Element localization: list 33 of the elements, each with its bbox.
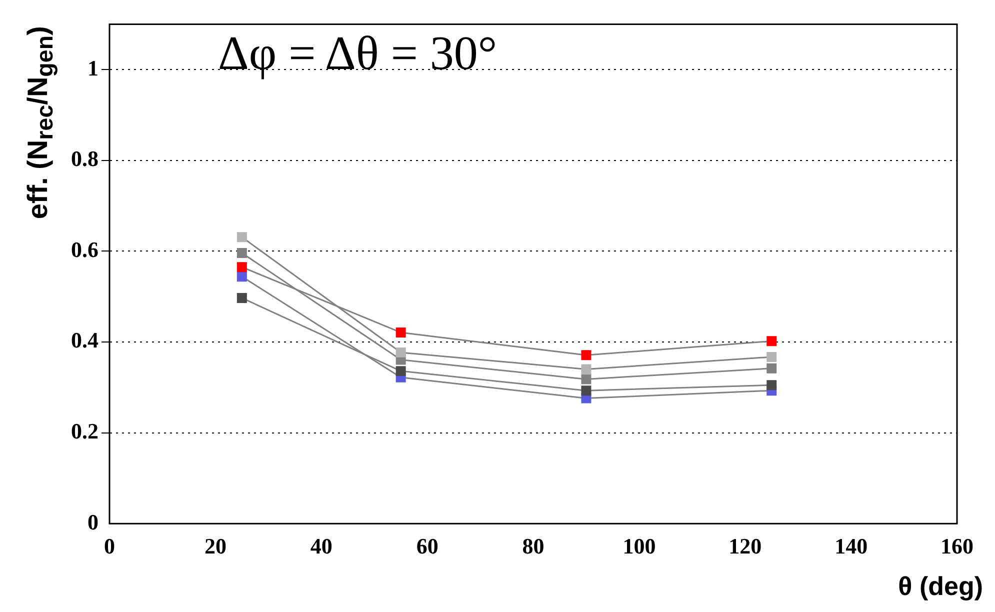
point bbox=[766, 352, 777, 362]
x-tick-label: 40 bbox=[310, 533, 332, 558]
point bbox=[766, 363, 777, 374]
point bbox=[396, 366, 406, 376]
point bbox=[236, 262, 247, 272]
point bbox=[236, 248, 247, 258]
point bbox=[236, 272, 247, 282]
x-tick-label: 80 bbox=[522, 533, 544, 558]
point bbox=[236, 292, 247, 303]
x-axis-title: θ (deg) bbox=[898, 571, 983, 602]
point bbox=[581, 386, 592, 396]
point bbox=[396, 327, 406, 338]
y-tick-label: 0.2 bbox=[71, 418, 98, 444]
x-tick-label: 160 bbox=[940, 533, 974, 558]
x-tick-label: 140 bbox=[834, 533, 868, 558]
y-tick-label: 0 bbox=[88, 509, 98, 534]
point bbox=[581, 364, 592, 374]
y-tick-label: 1 bbox=[88, 55, 98, 80]
point bbox=[581, 350, 592, 360]
y-tick-label: 0.8 bbox=[71, 146, 98, 172]
point bbox=[236, 232, 247, 242]
x-tick-label: 120 bbox=[728, 533, 762, 558]
x-tick-label: 20 bbox=[204, 533, 226, 558]
annotation: Δφ = Δθ = 30° bbox=[218, 26, 498, 81]
point bbox=[766, 380, 777, 390]
y-tick-label: 0.6 bbox=[71, 236, 98, 262]
point bbox=[581, 374, 592, 384]
x-tick-label: 60 bbox=[416, 533, 438, 558]
y-tick-label: 0.4 bbox=[71, 328, 98, 353]
x-tick-label: 100 bbox=[622, 533, 656, 558]
point bbox=[396, 347, 406, 358]
x-tick-label: 0 bbox=[104, 533, 115, 558]
point bbox=[766, 336, 777, 346]
